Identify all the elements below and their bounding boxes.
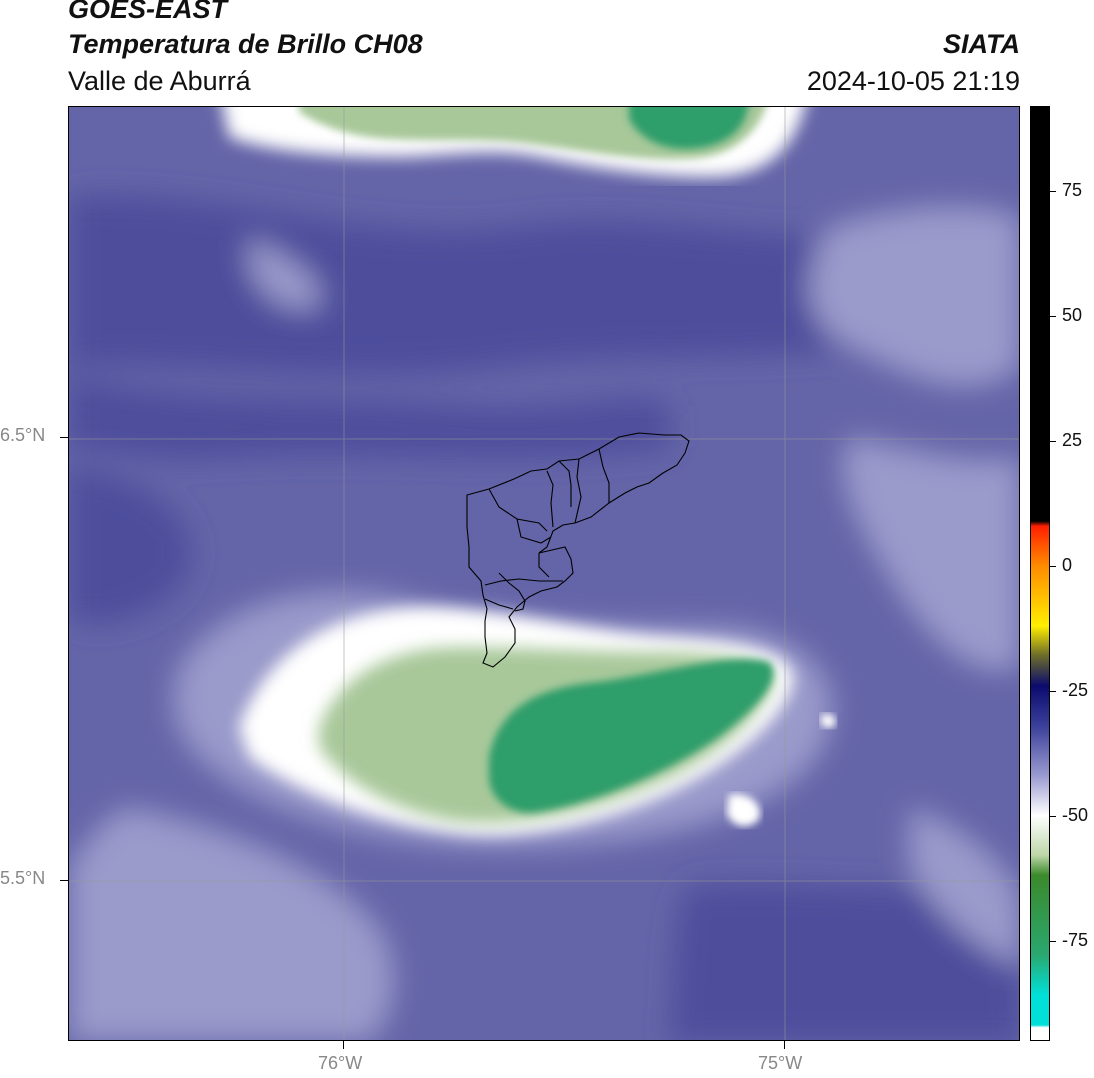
- colorbar-tick-mark: [1050, 441, 1056, 442]
- lon-tick-west: [343, 1041, 344, 1049]
- lat-tick-north: [60, 437, 68, 438]
- colorbar-tick-mark: [1050, 816, 1056, 817]
- background-bands: [69, 195, 1019, 1040]
- lat-label-south: 5.5°N: [0, 868, 46, 888]
- colorbar-tick-label: 25: [1062, 430, 1083, 450]
- graticule: [69, 107, 1019, 1040]
- colorbar-tick-label: 75: [1062, 180, 1083, 200]
- lon-label-west: 76°W: [318, 1053, 363, 1073]
- lon-label-east: 75°W: [758, 1053, 803, 1073]
- northern-cloud: [223, 107, 805, 177]
- colorbar-tick-mark: [1050, 191, 1056, 192]
- satellite-map[interactable]: [68, 106, 1020, 1041]
- map-canvas: [69, 107, 1019, 1040]
- colorbar-tick-label: -50: [1062, 805, 1089, 825]
- colorbar-tick-label: -75: [1062, 930, 1089, 950]
- colorbar-tick-mark: [1050, 691, 1056, 692]
- timestamp-label: 2024-10-05 21:19: [806, 66, 1020, 96]
- municipal-boundaries: [466, 432, 690, 668]
- lon-tick-east: [784, 1041, 785, 1049]
- temperature-colorbar: [1030, 106, 1050, 1041]
- colorbar-tick-label: -25: [1062, 680, 1089, 700]
- colorbar-tick-mark: [1050, 566, 1056, 567]
- southern-convective-cloud: [173, 591, 836, 847]
- organization-label: SIATA: [943, 29, 1020, 59]
- lat-label-north: 6.5°N: [0, 425, 46, 445]
- satellite-title: GOES-EAST: [68, 0, 228, 24]
- lat-tick-south: [60, 880, 68, 881]
- colorbar-tick-mark: [1050, 316, 1056, 317]
- region-subtitle: Valle de Aburrá: [68, 66, 251, 96]
- product-title: Temperatura de Brillo CH08: [68, 29, 423, 59]
- colorbar-tick-label: 0: [1062, 555, 1073, 575]
- colorbar-tick-label: 50: [1062, 305, 1083, 325]
- colorbar-tick-mark: [1050, 941, 1056, 942]
